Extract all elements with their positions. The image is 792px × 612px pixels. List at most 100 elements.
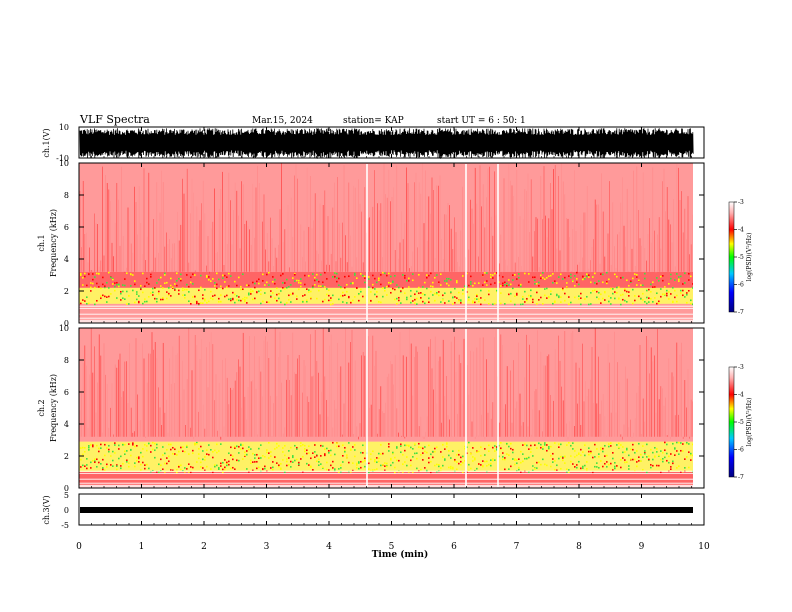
spectrogram-speck [132, 443, 134, 446]
spectrogram-speck [168, 292, 170, 295]
spectrogram-speck [224, 459, 226, 461]
spectrogram-speck [464, 447, 466, 450]
spectrogram-speck [250, 288, 252, 291]
spectrogram-speck [408, 444, 410, 447]
spectrogram-speck [648, 458, 650, 461]
spectrogram-speck [292, 277, 294, 279]
spectrogram-speck [90, 286, 92, 289]
spectrogram-speck [122, 297, 124, 300]
spectrogram-speck [218, 468, 220, 470]
spectrogram-speck [584, 444, 586, 446]
spectrogram-speck [608, 300, 610, 303]
spectrogram-speck [314, 451, 316, 453]
spectrogram-speck [332, 441, 334, 444]
spectrogram-speck [252, 281, 254, 284]
spectrogram-speck [592, 471, 594, 474]
spectrogram-speck [280, 290, 282, 292]
spectrogram-speck [170, 469, 172, 471]
station-label: station= KAP [343, 116, 404, 126]
spectrogram-speck [602, 281, 604, 284]
spectrogram-speck [688, 466, 690, 469]
spectrogram-band [79, 303, 694, 320]
spectrogram-speck [652, 464, 654, 467]
spectrogram-speck [638, 460, 640, 462]
spectrogram-speck [690, 299, 692, 302]
spectrogram-speck [222, 468, 224, 471]
spectrogram-speck [660, 275, 662, 278]
spectrogram-speck [94, 276, 96, 278]
spectrogram-speck [486, 272, 488, 274]
spectrogram-speck [644, 272, 646, 275]
spectrogram-speck [594, 272, 596, 275]
spectrogram-speck [678, 441, 680, 444]
spectrogram-speck [220, 465, 222, 467]
spectrogram-speck [656, 302, 658, 305]
spectrogram-speck [206, 276, 208, 278]
spectrogram-speck [374, 288, 376, 290]
spectrogram-speck [558, 276, 560, 278]
spectrogram-speck [546, 449, 548, 452]
colorbar-tick-label: -5 [738, 419, 744, 426]
spectrogram-speck [444, 292, 446, 295]
spectrogram-speck [102, 294, 104, 297]
spectrogram-speck [92, 273, 94, 275]
spectrogram-speck [106, 463, 108, 466]
spectrogram-speck [468, 441, 470, 444]
spectrogram-speck [486, 470, 488, 473]
spectrogram-speck [446, 442, 448, 445]
spectrogram-gap [465, 164, 467, 322]
spectrogram-speck [374, 460, 376, 463]
spectrogram-speck [192, 452, 194, 455]
spectrogram-speck [306, 452, 308, 455]
spectrogram-speck [228, 463, 230, 466]
spectrogram-speck [682, 283, 684, 285]
spectrogram-speck [472, 460, 474, 462]
spectrogram-speck [278, 297, 280, 300]
spectrogram-speck [246, 284, 248, 287]
spectrogram-speck [194, 442, 196, 445]
spectrogram-speck [642, 292, 644, 295]
spectrogram-speck [682, 443, 684, 445]
spectrogram-speck [244, 454, 246, 457]
spectrogram-speck [624, 288, 626, 290]
spectrogram-speck [456, 454, 458, 456]
time-tick-label: 8 [576, 542, 582, 552]
spectrogram-speck [256, 467, 258, 470]
spectrogram-speck [688, 272, 690, 275]
ch1-colorbar-ticks: -3-4-5-6-7 [734, 199, 744, 316]
spectrogram-speck [430, 285, 432, 287]
spectrogram-speck [124, 284, 126, 287]
spectrogram-speck [140, 287, 142, 290]
spectrogram-speck [282, 273, 284, 275]
spectrogram-speck [634, 299, 636, 302]
spectrogram-speck [488, 444, 490, 447]
spectrogram-speck [358, 292, 360, 295]
spectrogram-speck [412, 456, 414, 458]
spectrogram-speck [102, 276, 104, 279]
spectrogram-speck [550, 290, 552, 293]
chart-title: VLF Spectra [79, 113, 150, 126]
spectrogram-speck [182, 450, 184, 453]
spectrogram-speck [184, 467, 186, 469]
spectrogram-speck [554, 301, 556, 304]
spectrogram-speck [542, 277, 544, 279]
spectrogram-speck [276, 293, 278, 296]
spectrogram-speck [186, 444, 188, 447]
spectrogram-speck [534, 276, 536, 279]
spectrogram-speck [172, 469, 174, 472]
spectrogram-speck [362, 295, 364, 298]
spectrogram-speck [212, 450, 214, 453]
spectrogram-speck [356, 277, 358, 279]
spectrogram-speck [220, 462, 222, 465]
spectrogram-speck [286, 458, 288, 460]
spectrogram-speck [232, 458, 234, 461]
spectrogram-speck [422, 286, 424, 288]
spectrogram-speck [520, 471, 522, 474]
spectrogram-speck [420, 446, 422, 449]
spectrogram-speck [182, 294, 184, 297]
spectrogram-speck [614, 467, 616, 470]
spectrogram-speck [658, 300, 660, 303]
spectrogram-speck [330, 299, 332, 302]
spectrogram-speck [626, 279, 628, 282]
spectrogram-speck [358, 467, 360, 470]
